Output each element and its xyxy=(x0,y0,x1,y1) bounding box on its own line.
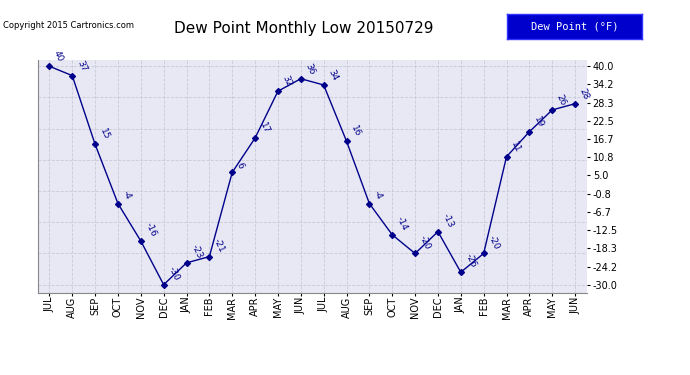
Text: -21: -21 xyxy=(212,237,226,254)
Text: Dew Point Monthly Low 20150729: Dew Point Monthly Low 20150729 xyxy=(174,21,433,36)
Text: -26: -26 xyxy=(464,252,478,269)
Text: 15: 15 xyxy=(98,127,111,141)
Text: Copyright 2015 Cartronics.com: Copyright 2015 Cartronics.com xyxy=(3,21,135,30)
Text: -14: -14 xyxy=(395,215,409,232)
Text: -13: -13 xyxy=(441,212,455,229)
Text: 37: 37 xyxy=(75,58,88,73)
Text: 28: 28 xyxy=(578,87,591,101)
Text: -30: -30 xyxy=(166,265,181,282)
Text: 36: 36 xyxy=(304,62,317,76)
Text: 6: 6 xyxy=(235,160,246,170)
Text: 16: 16 xyxy=(349,124,362,138)
Text: 32: 32 xyxy=(281,74,294,88)
Text: -4: -4 xyxy=(372,189,384,201)
Text: 26: 26 xyxy=(555,93,568,107)
Text: 19: 19 xyxy=(532,115,545,129)
Text: Dew Point (°F): Dew Point (°F) xyxy=(531,22,618,32)
Text: 11: 11 xyxy=(509,140,522,154)
Text: -20: -20 xyxy=(486,234,501,251)
Text: -4: -4 xyxy=(121,189,132,201)
Text: 34: 34 xyxy=(326,68,339,82)
Text: -20: -20 xyxy=(418,234,432,251)
Text: -16: -16 xyxy=(144,221,158,238)
Text: -23: -23 xyxy=(189,243,204,260)
Text: 40: 40 xyxy=(52,50,65,63)
Text: 17: 17 xyxy=(258,121,271,135)
